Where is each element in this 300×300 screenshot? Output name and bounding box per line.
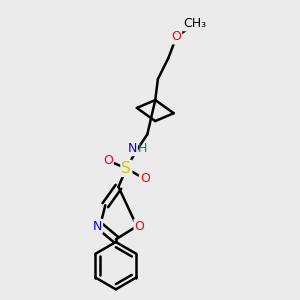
Text: N: N	[93, 220, 102, 233]
Text: O: O	[140, 172, 150, 185]
Text: O: O	[171, 31, 181, 44]
Text: O: O	[103, 154, 113, 167]
Text: methoxy: methoxy	[197, 19, 203, 20]
Text: S: S	[122, 161, 131, 176]
Text: H: H	[138, 142, 148, 155]
Text: CH₃: CH₃	[183, 17, 206, 30]
Text: O: O	[134, 220, 144, 233]
Text: N: N	[128, 142, 137, 155]
